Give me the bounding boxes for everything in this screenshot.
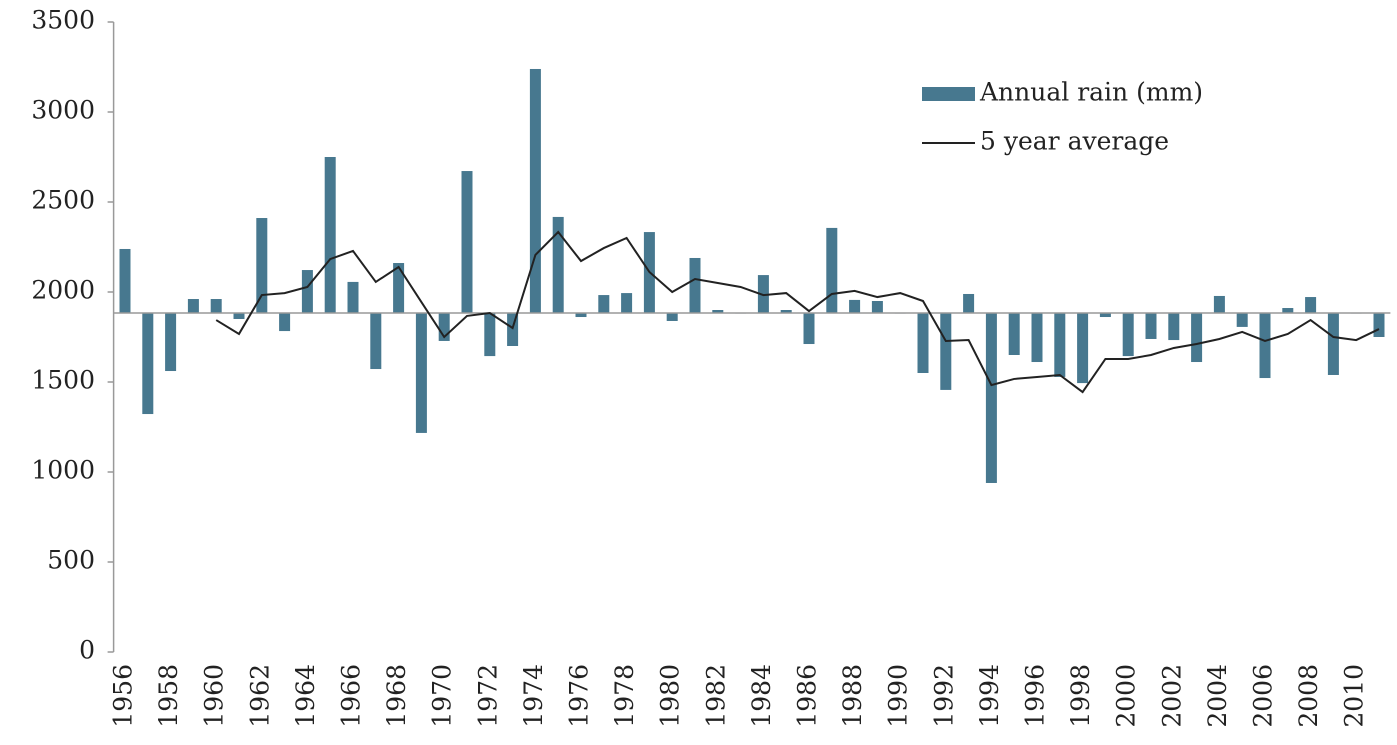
bar — [279, 313, 291, 332]
bar — [1236, 313, 1248, 327]
x-tick-label: 2004 — [1203, 664, 1232, 728]
y-tick-label: 1500 — [31, 366, 95, 395]
bar — [849, 299, 861, 314]
legend-label: 5 year average — [980, 127, 1169, 156]
bar — [963, 293, 975, 314]
x-tick-label: 2002 — [1157, 664, 1186, 728]
bar — [621, 293, 633, 314]
bar — [1213, 295, 1225, 314]
x-tick-label: 2006 — [1249, 664, 1278, 728]
x-tick-label: 1986 — [793, 664, 822, 728]
bar — [1031, 313, 1043, 363]
bar — [666, 313, 678, 321]
x-tick-label: 1968 — [382, 664, 411, 728]
bar — [142, 313, 154, 415]
x-tick-label: 1958 — [154, 664, 183, 728]
x-tick-label: 1984 — [747, 664, 776, 728]
bar — [871, 301, 883, 314]
y-tick-label: 2500 — [31, 186, 95, 215]
bar — [1077, 313, 1089, 384]
bar — [985, 313, 997, 483]
y-tick-label: 1000 — [31, 456, 95, 485]
bar — [1054, 313, 1066, 377]
bar — [780, 310, 792, 314]
x-tick-label: 1988 — [838, 664, 867, 728]
x-tick-label: 1990 — [884, 664, 913, 728]
x-tick-label: 2010 — [1340, 664, 1369, 728]
bar — [393, 263, 405, 314]
bar — [1305, 297, 1317, 314]
bar — [1259, 313, 1271, 379]
bar — [1122, 313, 1134, 357]
x-tick-label: 1974 — [519, 664, 548, 728]
y-tick-label: 500 — [47, 546, 95, 575]
bar — [233, 313, 245, 319]
x-tick-label: 1972 — [473, 664, 502, 728]
y-tick-label: 2000 — [31, 276, 95, 305]
bar — [347, 281, 359, 314]
bar — [1008, 313, 1020, 355]
x-tick-label: 1978 — [610, 664, 639, 728]
legend-swatch — [922, 87, 975, 101]
bar — [1327, 313, 1339, 375]
bar — [210, 299, 222, 314]
bar — [552, 216, 564, 314]
bar — [575, 313, 587, 318]
x-tick-label: 1956 — [109, 664, 138, 728]
bar — [507, 313, 519, 346]
bar — [940, 313, 952, 390]
x-tick-label: 1980 — [656, 664, 685, 728]
x-tick-label: 1970 — [428, 664, 457, 728]
y-tick-label: 3500 — [31, 6, 95, 35]
bar — [415, 313, 427, 433]
bar — [1373, 313, 1385, 337]
bar — [1282, 308, 1294, 314]
bar — [1099, 313, 1111, 318]
x-tick-label: 1964 — [291, 664, 320, 728]
bar — [324, 157, 336, 314]
x-tick-label: 1998 — [1066, 664, 1095, 728]
bar — [529, 68, 541, 314]
bar — [826, 227, 838, 314]
bar — [165, 313, 177, 372]
bar — [119, 248, 131, 314]
legend-label: Annual rain (mm) — [979, 78, 1203, 107]
x-tick-label: 2000 — [1112, 664, 1141, 728]
x-tick-label: 1960 — [200, 664, 229, 728]
bar — [917, 313, 929, 373]
x-tick-label: 1966 — [337, 664, 366, 728]
line — [215, 230, 1380, 394]
bar — [1168, 313, 1180, 341]
x-tick-label: 1994 — [975, 664, 1004, 728]
bar — [256, 218, 268, 314]
bar — [370, 313, 382, 370]
x-tick-label: 1992 — [929, 664, 958, 728]
bar — [461, 171, 473, 314]
bar — [187, 299, 199, 314]
y-tick-label: 3000 — [31, 96, 95, 125]
x-tick-label: 1976 — [565, 664, 594, 728]
x-tick-label: 1996 — [1021, 664, 1050, 728]
bar — [803, 313, 815, 345]
bar — [712, 310, 724, 314]
x-tick-label: 1962 — [245, 664, 274, 728]
bar — [1191, 313, 1203, 363]
bar — [484, 313, 496, 357]
y-tick-label: 0 — [79, 636, 95, 665]
bar — [438, 313, 450, 341]
bar — [1145, 313, 1157, 339]
bar — [301, 270, 313, 314]
x-tick-label: 2008 — [1294, 664, 1323, 728]
x-tick-label: 1982 — [701, 664, 730, 728]
bar — [689, 257, 701, 314]
bar — [598, 295, 610, 314]
